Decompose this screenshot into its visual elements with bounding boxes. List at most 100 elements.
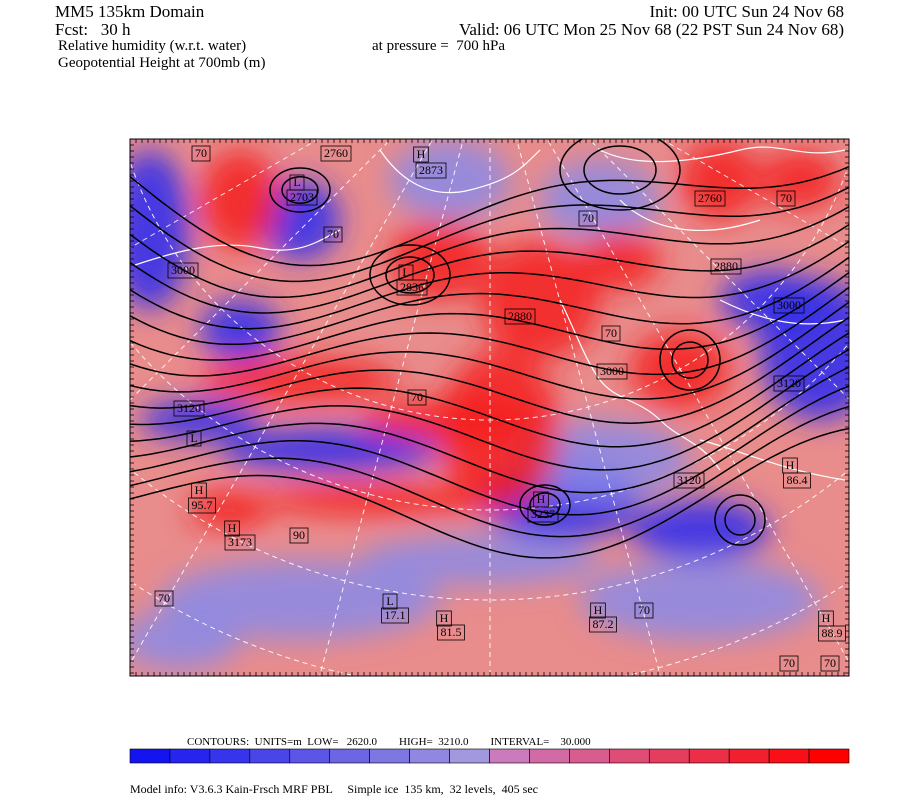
contour-label: L	[402, 265, 409, 279]
humidity-blob	[140, 400, 260, 440]
color-bar-cell	[728, 748, 770, 764]
humidity-blob	[580, 560, 820, 640]
label-box	[776, 190, 796, 207]
contour-info: CONTOURS: UNITS=m LOW= 2620.0 HIGH= 3210…	[187, 736, 591, 748]
color-bar-cell	[489, 748, 530, 764]
contour-label: 70	[195, 146, 207, 160]
color-bar-cell	[648, 748, 690, 764]
contour-label: 70	[327, 227, 339, 241]
contour-label: H	[228, 521, 237, 535]
humidity-blob	[130, 610, 240, 670]
valid-time: Valid: 06 UTC Mon 25 Nov 68 (22 PST Sun …	[458, 20, 844, 39]
color-bar-cell	[569, 748, 610, 764]
coastlines	[134, 146, 846, 481]
contour-label: L	[386, 594, 393, 608]
height-contour	[130, 205, 849, 299]
contour-label: 2760	[698, 191, 722, 205]
humidity-blob	[260, 484, 500, 516]
label-box	[381, 607, 409, 624]
label-box	[773, 297, 805, 314]
contour-label: 3120	[677, 473, 701, 487]
closed-contour	[519, 484, 571, 526]
color-bar-cell	[129, 748, 171, 764]
label-box	[504, 308, 536, 325]
humidity-blob	[190, 490, 270, 530]
height-contour	[130, 286, 849, 377]
color-bar-cell	[249, 748, 291, 764]
contour-label: 87.2	[593, 617, 614, 631]
init-time: Init: 00 UTC Sun 24 Nov 68	[649, 2, 844, 21]
label-box	[578, 210, 598, 227]
contour-label: 3000	[171, 263, 195, 277]
label-box	[673, 472, 705, 489]
label-box	[154, 590, 174, 607]
forecast-hour: Fcst: 30 h	[55, 20, 131, 39]
label-box	[820, 655, 840, 672]
color-bar-cell	[529, 748, 570, 764]
closed-contour	[583, 145, 657, 195]
label-box	[779, 655, 799, 672]
label-box	[286, 189, 318, 206]
contour-label: 2873	[419, 163, 443, 177]
humidity-blob	[160, 560, 440, 640]
label-box	[415, 162, 447, 179]
color-bar-cell	[449, 748, 490, 764]
longitude-line	[130, 139, 434, 665]
closed-contour	[281, 176, 319, 204]
coastline	[379, 149, 541, 194]
color-bar-cell	[609, 748, 650, 764]
contour-label: 2836	[400, 280, 424, 294]
label-box	[437, 624, 465, 641]
contour-label: 70	[783, 656, 795, 670]
height-contour	[130, 256, 849, 346]
height-contour	[130, 271, 849, 361]
label-box	[694, 190, 726, 207]
humidity-blob	[440, 350, 560, 510]
frame-ticks	[129, 138, 849, 676]
label-box	[527, 506, 559, 523]
label-box	[382, 593, 398, 610]
color-bar-cell	[768, 748, 810, 764]
field-name: Geopotential Height at 700mb (m)	[58, 55, 266, 71]
longitude-line	[516, 139, 661, 676]
height-contour	[130, 186, 849, 283]
height-contour	[130, 223, 849, 314]
contour-label: 86.4	[787, 473, 808, 487]
height-contour	[130, 366, 849, 494]
color-bar-cell	[209, 748, 251, 764]
contour-label: 90	[293, 528, 305, 542]
coastline	[699, 439, 846, 481]
contour-label: 70	[824, 656, 836, 670]
contour-label: 17.1	[385, 608, 406, 622]
closed-contour	[659, 329, 721, 391]
contour-label: 70	[158, 591, 170, 605]
label-box	[167, 262, 199, 279]
contour-label: H	[786, 458, 795, 472]
label-box	[396, 279, 428, 296]
color-bar-cell	[409, 748, 450, 764]
humidity-blob	[360, 535, 600, 585]
contour-label: L	[190, 431, 197, 445]
color-bar-cell	[688, 748, 730, 764]
longitude-line	[660, 139, 849, 248]
contour-label: H	[537, 492, 546, 506]
label-box	[224, 520, 240, 537]
contour-label: 2703	[290, 190, 314, 204]
label-box	[710, 258, 742, 275]
label-box	[224, 534, 256, 551]
longitude-line	[130, 139, 392, 401]
contour-label: 95.7	[192, 498, 213, 512]
longitude-line	[319, 139, 464, 676]
pressure-level: at pressure = 700 hPa	[372, 38, 506, 54]
contour-label: 70	[638, 603, 650, 617]
label-box	[186, 430, 202, 447]
height-contour	[130, 165, 849, 267]
label-box	[320, 145, 352, 162]
height-contours	[130, 139, 849, 559]
height-contour	[130, 348, 849, 471]
label-box	[323, 226, 343, 243]
